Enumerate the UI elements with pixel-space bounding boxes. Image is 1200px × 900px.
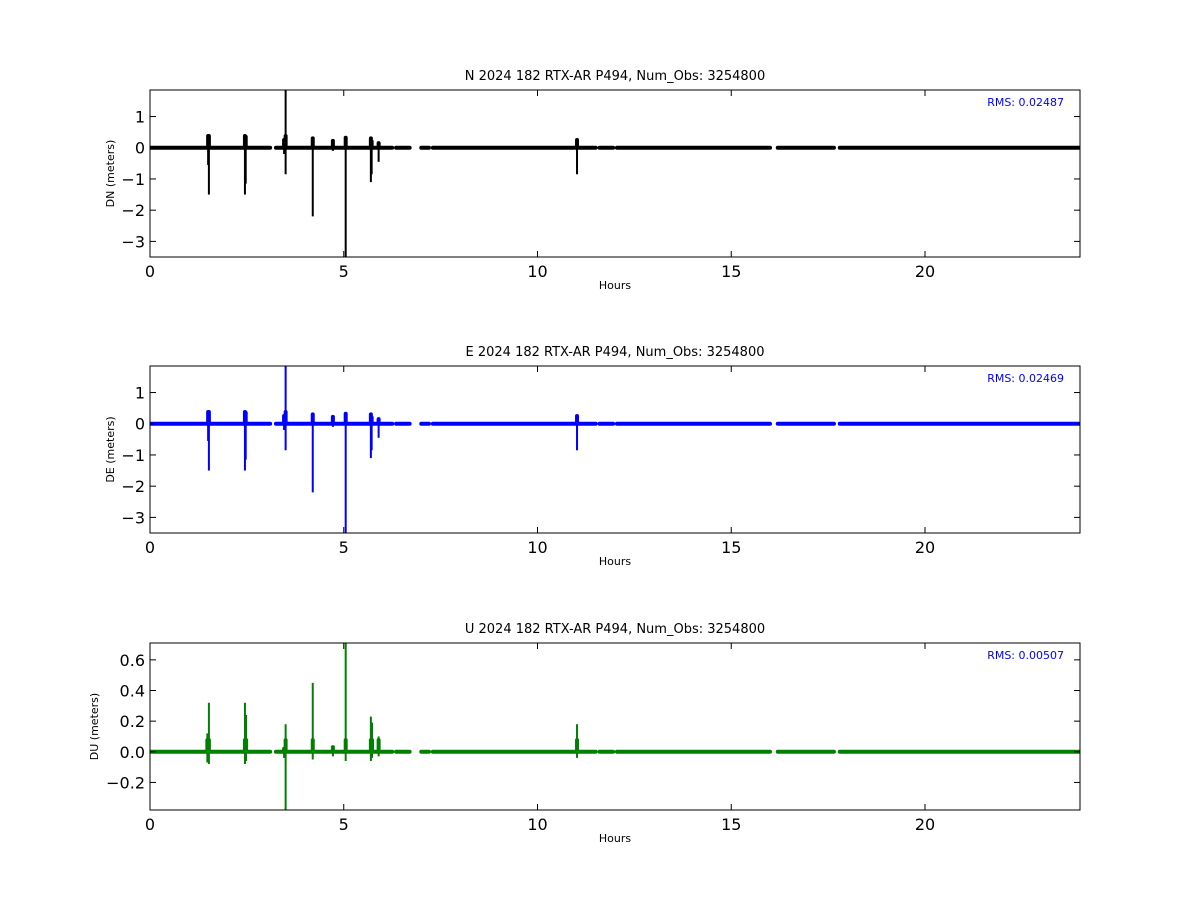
u-y-tick-label: 0.6 (120, 651, 145, 670)
u-series (150, 643, 1080, 810)
n-rms-label: RMS: 0.02487 (987, 96, 1064, 109)
n-x-tick-label: 15 (721, 262, 741, 281)
e-y-tick-label: −2 (121, 477, 145, 496)
u-y-tick-label: 0.2 (120, 712, 145, 731)
u-plot-title: U 2024 182 RTX-AR P494, Num_Obs: 3254800 (465, 622, 765, 637)
n-x-tick-label: 20 (915, 262, 935, 281)
u-y-tick-label: −0.2 (106, 773, 145, 792)
e-y-axis-label: DE (meters) (104, 416, 117, 482)
u-y-tick-label: 0.0 (120, 743, 145, 762)
e-axes-frame (149, 365, 1081, 534)
e-rms-label: RMS: 0.02469 (987, 372, 1064, 385)
n-axes-frame (149, 89, 1081, 258)
n-y-tick-label: 1 (135, 108, 145, 127)
u-x-tick-label: 20 (915, 815, 935, 834)
e-y-tick-label: −1 (121, 446, 145, 465)
n-x-tick-label: 5 (339, 262, 349, 281)
e-x-tick-label: 5 (339, 538, 349, 557)
e-x-tick-label: 15 (721, 538, 741, 557)
u-x-tick-label: 0 (145, 815, 155, 834)
u-y-tick-label: 0.4 (120, 681, 145, 700)
n-y-tick-label: 0 (135, 139, 145, 158)
e-x-tick-label: 20 (915, 538, 935, 557)
u-y-axis-label: DU (meters) (88, 693, 101, 760)
n-y-tick-label: −3 (121, 232, 145, 251)
n-series (150, 90, 1080, 257)
e-x-tick-label: 0 (145, 538, 155, 557)
u-plot: 0 5 10 15 20 0.6 0.4 0.2 0.0 −0.2 U 2024 182 RTX-A… (88, 622, 1081, 845)
e-y-tick-label: 1 (135, 384, 145, 403)
n-y-axis-label: DN (meters) (104, 140, 117, 208)
n-x-tick-label: 0 (145, 262, 155, 281)
u-x-axis-label: Hours (599, 832, 631, 845)
u-axes-frame (149, 642, 1081, 811)
u-x-tick-label: 10 (527, 815, 547, 834)
e-series (150, 366, 1080, 533)
n-plot-title: N 2024 182 RTX-AR P494, Num_Obs: 3254800 (465, 69, 765, 84)
u-rms-label: RMS: 0.00507 (987, 649, 1064, 662)
n-y-tick-label: −1 (121, 170, 145, 189)
e-plot-title: E 2024 182 RTX-AR P494, Num_Obs: 3254800 (466, 345, 765, 360)
e-x-tick-label: 10 (527, 538, 547, 557)
u-x-tick-label: 5 (339, 815, 349, 834)
n-y-tick-label: −2 (121, 201, 145, 220)
e-x-axis-label: Hours (599, 555, 631, 568)
n-x-axis-label: Hours (599, 279, 631, 292)
u-x-tick-label: 15 (721, 815, 741, 834)
n-x-tick-label: 10 (527, 262, 547, 281)
e-y-tick-label: 0 (135, 415, 145, 434)
e-y-tick-label: −3 (121, 508, 145, 527)
